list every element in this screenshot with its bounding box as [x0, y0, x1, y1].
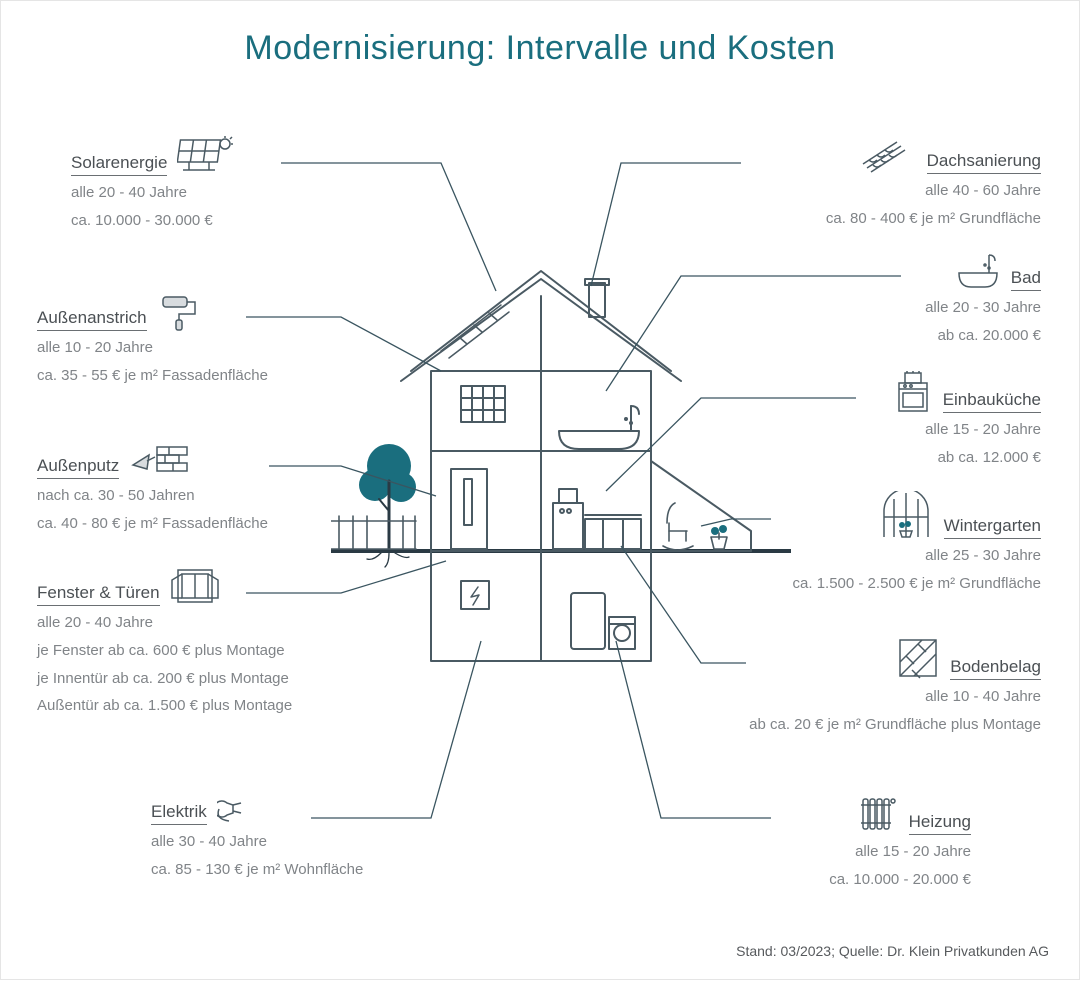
bad-label: Bad: [1011, 266, 1041, 291]
solar-cost: ca. 10.000 - 30.000 €: [71, 210, 233, 232]
aussenanstrich-cost: ca. 35 - 55 € je m² Fassadenfläche: [37, 365, 268, 387]
source-footer: Stand: 03/2023; Quelle: Dr. Klein Privat…: [736, 943, 1049, 959]
wintergarten-label: Wintergarten: [944, 514, 1041, 539]
bodenbelag-interval: alle 10 - 40 Jahre: [746, 686, 1041, 708]
stove-icon: [893, 371, 933, 413]
roof-tiles-icon: [857, 136, 917, 174]
callout-aussenputz: Außenputz nach ca. 30 - 50 Jahren ca. 40…: [37, 439, 268, 535]
callout-kueche: Einbauküche alle 15 - 20 Jahre ab ca. 12…: [781, 371, 1041, 469]
callout-aussenanstrich: Außenanstrich alle 10 - 20 Jahre ca. 35 …: [37, 291, 268, 387]
page-title: Modernisierung: Intervalle und Kosten: [1, 1, 1079, 68]
aussenanstrich-label: Außenanstrich: [37, 306, 147, 331]
elektrik-cost: ca. 85 - 130 € je m² Wohnfläche: [151, 859, 363, 881]
callout-solar: Solarenergie alle 20 - 40 Jahre ca. 10.0…: [71, 136, 233, 232]
fenster-cost1: je Fenster ab ca. 600 € plus Montage: [37, 640, 292, 662]
elektrik-interval: alle 30 - 40 Jahre: [151, 831, 363, 853]
bad-cost: ab ca. 20.000 €: [781, 325, 1041, 347]
heizung-label: Heizung: [909, 810, 971, 835]
fenster-interval: alle 20 - 40 Jahre: [37, 612, 292, 634]
house-illustration: [331, 241, 791, 701]
callout-dach: Dachsanierung alle 40 - 60 Jahre ca. 80 …: [741, 136, 1041, 230]
kueche-label: Einbauküche: [943, 388, 1041, 413]
aussenanstrich-interval: alle 10 - 20 Jahre: [37, 337, 268, 359]
plaster-trowel-icon: [129, 439, 189, 479]
aussenputz-label: Außenputz: [37, 454, 119, 479]
wintergarten-cost: ca. 1.500 - 2.500 € je m² Grundfläche: [771, 573, 1041, 595]
dach-label: Dachsanierung: [927, 149, 1041, 174]
solar-interval: alle 20 - 40 Jahre: [71, 182, 233, 204]
fenster-label: Fenster & Türen: [37, 581, 160, 606]
aussenputz-cost: ca. 40 - 80 € je m² Fassadenfläche: [37, 513, 268, 535]
bodenbelag-cost: ab ca. 20 € je m² Grundfläche plus Monta…: [746, 714, 1041, 736]
elektrik-label: Elektrik: [151, 800, 207, 825]
kueche-cost: ab ca. 12.000 €: [781, 447, 1041, 469]
radiator-icon: [855, 791, 899, 835]
callout-bodenbelag: Bodenbelag alle 10 - 40 Jahre ab ca. 20 …: [746, 636, 1041, 736]
fenster-cost3: Außentür ab ca. 1.500 € plus Montage: [37, 695, 292, 717]
callout-wintergarten: Wintergarten alle 25 - 30 Jahre ca. 1.50…: [771, 491, 1041, 595]
window-icon: [170, 566, 220, 606]
bathtub-icon: [955, 249, 1001, 291]
dach-cost: ca. 80 - 400 € je m² Grundfläche: [741, 208, 1041, 230]
dach-interval: alle 40 - 60 Jahre: [741, 180, 1041, 202]
wintergarten-interval: alle 25 - 30 Jahre: [771, 545, 1041, 567]
paint-roller-icon: [157, 291, 205, 331]
callout-fenster: Fenster & Türen alle 20 - 40 Jahre je Fe…: [37, 566, 292, 717]
bad-interval: alle 20 - 30 Jahre: [781, 297, 1041, 319]
solar-label: Solarenergie: [71, 151, 167, 176]
bodenbelag-label: Bodenbelag: [950, 655, 1041, 680]
heizung-interval: alle 15 - 20 Jahre: [771, 841, 971, 863]
plug-icon: [217, 791, 261, 825]
solar-panel-icon: [177, 136, 233, 176]
callout-heizung: Heizung alle 15 - 20 Jahre ca. 10.000 - …: [771, 791, 971, 891]
conservatory-icon: [878, 491, 934, 539]
heizung-cost: ca. 10.000 - 20.000 €: [771, 869, 971, 891]
callout-bad: Bad alle 20 - 30 Jahre ab ca. 20.000 €: [781, 249, 1041, 347]
flooring-icon: [896, 636, 940, 680]
callout-elektrik: Elektrik alle 30 - 40 Jahre ca. 85 - 130…: [151, 791, 363, 881]
kueche-interval: alle 15 - 20 Jahre: [781, 419, 1041, 441]
aussenputz-interval: nach ca. 30 - 50 Jahren: [37, 485, 268, 507]
fenster-cost2: je Innentür ab ca. 200 € plus Montage: [37, 668, 292, 690]
